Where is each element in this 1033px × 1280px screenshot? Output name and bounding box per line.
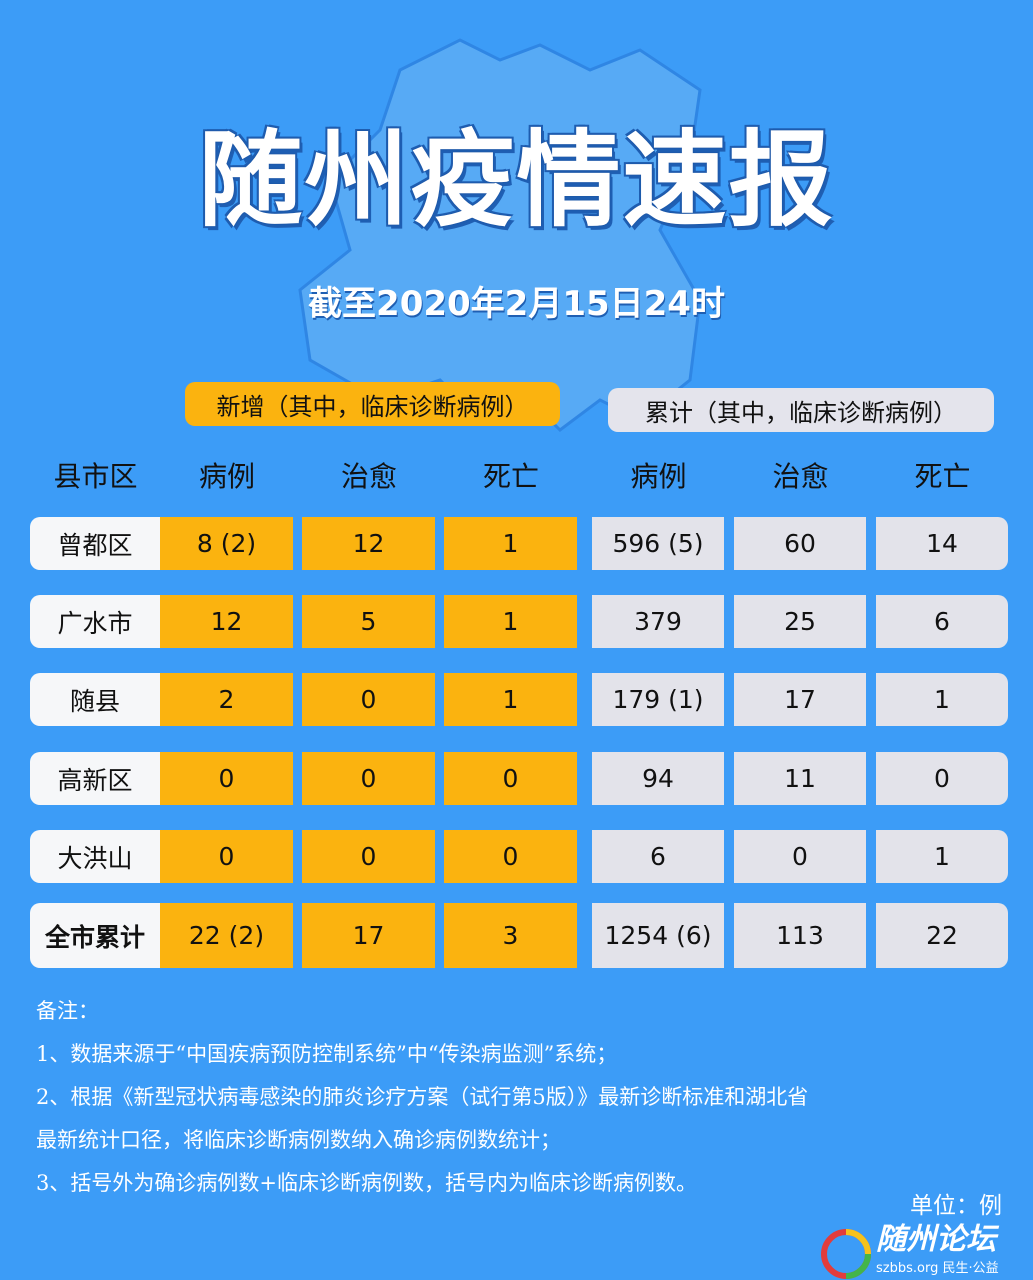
column-header: 县市区 bbox=[53, 460, 138, 493]
column-header: 病例 bbox=[198, 460, 255, 493]
table-cell: 0 bbox=[876, 752, 1008, 805]
table-cell: 22 (2) bbox=[160, 903, 293, 968]
table-cell: 2 bbox=[160, 673, 293, 726]
table-cell: 379 bbox=[592, 595, 724, 648]
table-cell: 0 bbox=[734, 830, 866, 883]
district-name: 全市累计 bbox=[30, 903, 160, 968]
table-cell: 0 bbox=[444, 752, 577, 805]
column-header: 治愈 bbox=[772, 460, 829, 493]
table-cell: 1 bbox=[444, 673, 577, 726]
cumulative-group-label: 累计（其中，临床诊断病例） bbox=[608, 388, 994, 432]
table-cell: 1 bbox=[444, 595, 577, 648]
table-cell: 25 bbox=[734, 595, 866, 648]
table-cell: 60 bbox=[734, 517, 866, 570]
table-cell: 17 bbox=[734, 673, 866, 726]
table-cell: 0 bbox=[302, 830, 435, 883]
table-row: 曾都区 8 (2) 12 1 596 (5) 60 14 bbox=[30, 517, 1008, 570]
note-line: 1、数据来源于“中国疾病预防控制系统”中“传染病监测”系统； bbox=[36, 1042, 618, 1066]
table-cell: 22 bbox=[876, 903, 1008, 968]
table-cell: 17 bbox=[302, 903, 435, 968]
unit-label: 单位：例 bbox=[910, 1193, 1002, 1219]
table-cell: 14 bbox=[876, 517, 1008, 570]
table-cell: 12 bbox=[160, 595, 293, 648]
column-header: 病例 bbox=[630, 460, 687, 493]
table-row: 大洪山 0 0 0 6 0 1 bbox=[30, 830, 1008, 883]
report-date: 截至2020年2月15日24时 bbox=[308, 284, 725, 324]
table-cell: 0 bbox=[302, 752, 435, 805]
district-name: 曾都区 bbox=[30, 517, 160, 570]
table-cell: 94 bbox=[592, 752, 724, 805]
logo-sub: szbbs.org 民生·公益 bbox=[876, 1261, 999, 1276]
district-name: 随县 bbox=[30, 673, 160, 726]
table-cell: 6 bbox=[876, 595, 1008, 648]
table-cell: 1 bbox=[876, 673, 1008, 726]
logo-icon bbox=[821, 1229, 871, 1279]
new-cases-group-label: 新增（其中，临床诊断病例） bbox=[185, 382, 560, 426]
note-line: 最新统计口径，将临床诊断病例数纳入确诊病例数统计； bbox=[36, 1128, 561, 1152]
note-line: 2、根据《新型冠状病毒感染的肺炎诊疗方案（试行第5版）》最新诊断标准和湖北省 bbox=[36, 1085, 809, 1109]
column-header: 死亡 bbox=[482, 460, 539, 493]
forum-logo: 随州论坛 szbbs.org 民生·公益 bbox=[818, 1224, 1030, 1280]
table-cell: 1 bbox=[876, 830, 1008, 883]
table-row: 高新区 0 0 0 94 11 0 bbox=[30, 752, 1008, 805]
table-row: 广水市 12 5 1 379 25 6 bbox=[30, 595, 1008, 648]
table-cell: 6 bbox=[592, 830, 724, 883]
notes-heading: 备注： bbox=[36, 999, 99, 1023]
logo-name: 随州论坛 bbox=[876, 1222, 996, 1257]
table-cell: 3 bbox=[444, 903, 577, 968]
page-title: 随州疫情速报 bbox=[198, 119, 835, 241]
table-cell: 11 bbox=[734, 752, 866, 805]
total-row: 全市累计 22 (2) 17 3 1254 (6) 113 22 bbox=[30, 903, 1008, 968]
table-cell: 1254 (6) bbox=[592, 903, 724, 968]
column-header: 治愈 bbox=[340, 460, 397, 493]
table-cell: 12 bbox=[302, 517, 435, 570]
note-line: 3、括号外为确诊病例数+临床诊断病例数，括号内为临床诊断病例数。 bbox=[36, 1171, 697, 1195]
table-row: 随县 2 0 1 179 (1) 17 1 bbox=[30, 673, 1008, 726]
table-cell: 0 bbox=[160, 752, 293, 805]
table-cell: 179 (1) bbox=[592, 673, 724, 726]
table-cell: 1 bbox=[444, 517, 577, 570]
table-cell: 0 bbox=[302, 673, 435, 726]
table-cell: 0 bbox=[444, 830, 577, 883]
notes: 备注： 1、数据来源于“中国疾病预防控制系统”中“传染病监测”系统； 2、根据《… bbox=[36, 990, 808, 1205]
district-name: 广水市 bbox=[30, 595, 160, 648]
district-name: 高新区 bbox=[30, 752, 160, 805]
table-cell: 5 bbox=[302, 595, 435, 648]
table-cell: 8 (2) bbox=[160, 517, 293, 570]
table-cell: 113 bbox=[734, 903, 866, 968]
table-cell: 0 bbox=[160, 830, 293, 883]
column-header: 死亡 bbox=[914, 460, 971, 493]
table-cell: 596 (5) bbox=[592, 517, 724, 570]
district-name: 大洪山 bbox=[30, 830, 160, 883]
